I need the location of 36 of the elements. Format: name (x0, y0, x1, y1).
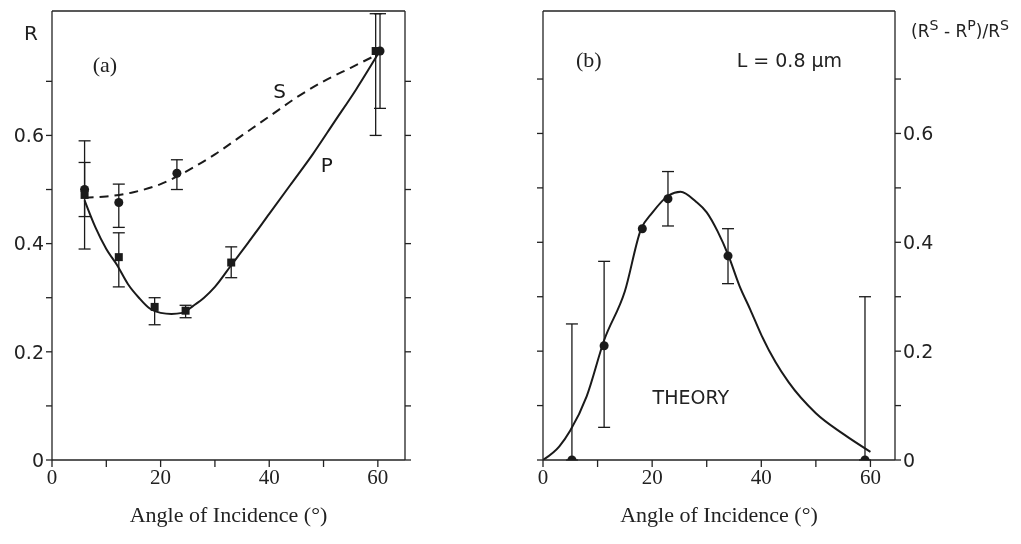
y2-axis-title: (R$^{S}$ - R$^{P}$)/R$^{S}$ (910, 17, 1010, 41)
point (114, 198, 124, 208)
y-tick-label: 0 (31, 448, 44, 471)
x-tick-label: 40 (258, 464, 280, 489)
point (80, 190, 89, 199)
x-tick-label: 20 (150, 464, 172, 489)
x-tick-label: 0 (537, 464, 549, 489)
point (723, 251, 733, 261)
y-tick-label: 0.6 (13, 124, 44, 147)
x-axis-title: Angle of Incidence (°) (620, 502, 818, 527)
annotation: (b) (575, 47, 602, 74)
x-tick-label: 20 (641, 464, 663, 489)
x-tick-label: 60 (859, 464, 881, 489)
annotation: (a) (92, 51, 118, 78)
y-tick-label: 0.4 (13, 232, 44, 255)
point (637, 224, 647, 234)
x-tick-label: 60 (367, 464, 389, 489)
point (227, 258, 236, 267)
y-axis-title: R (24, 21, 38, 45)
annotation: L = 0.8 μm (736, 49, 843, 72)
series-label: S (273, 79, 286, 104)
annotation: THEORY (652, 386, 730, 409)
point (663, 194, 673, 204)
x-tick-label: 40 (750, 464, 772, 489)
point (599, 341, 609, 351)
y-tick-label: 0.2 (13, 340, 44, 363)
point (150, 302, 159, 311)
y2-tick-label: 0.4 (903, 231, 934, 254)
point (181, 306, 190, 315)
y2-tick-label: 0 (903, 448, 916, 471)
y2-tick-label: 0.2 (903, 339, 934, 362)
x-axis-title: Angle of Incidence (°) (129, 502, 328, 527)
point (114, 253, 123, 262)
point (172, 168, 182, 178)
series-label: P (320, 153, 333, 178)
y2-tick-label: 0.6 (903, 122, 934, 145)
